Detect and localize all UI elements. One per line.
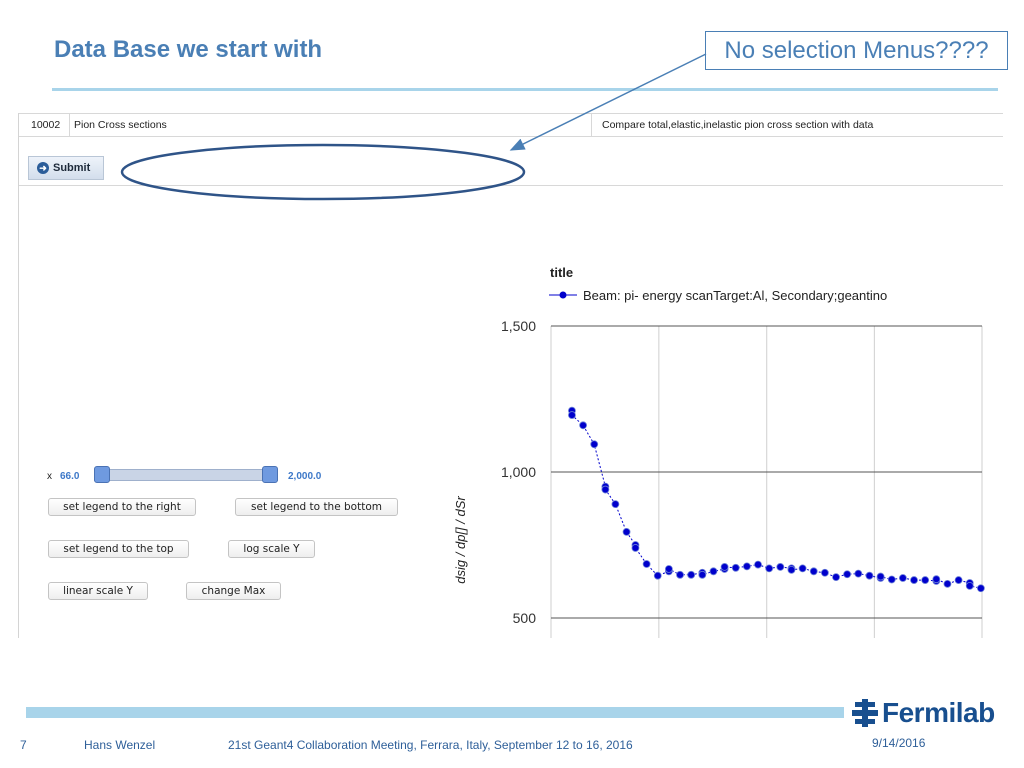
chart-clip-mask <box>540 638 1000 640</box>
data-point <box>887 575 896 584</box>
data-point <box>742 562 751 571</box>
slider-axis-label: x <box>47 471 52 482</box>
change-max-button[interactable]: change Max <box>186 582 281 600</box>
data-point <box>622 527 631 536</box>
data-point <box>932 575 941 584</box>
data-point <box>765 564 774 573</box>
data-point <box>820 568 829 577</box>
data-point <box>709 567 718 576</box>
data-point <box>731 563 740 572</box>
data-point <box>642 560 651 568</box>
data-point <box>954 576 963 584</box>
legend-marker <box>559 291 567 299</box>
y-tick-label: 500 <box>513 610 537 626</box>
brand-name: Fermilab <box>882 697 995 728</box>
data-point <box>843 570 852 579</box>
data-point <box>754 560 762 569</box>
submit-button[interactable]: ➜ Submit <box>28 156 104 180</box>
data-point <box>653 571 662 580</box>
data-point <box>910 576 918 584</box>
data-point <box>854 569 863 578</box>
arrow-right-icon: ➜ <box>37 162 49 174</box>
data-point <box>611 500 620 509</box>
legend-label: Beam: pi- energy scanTarget:Al, Secondar… <box>583 288 887 303</box>
y-tick-label: 1,500 <box>501 318 536 334</box>
y-axis-label: dsig / dp[] / dSr <box>453 496 468 584</box>
legend-bottom-button[interactable]: set legend to the bottom <box>235 498 398 516</box>
slider-max-value: 2,000.0 <box>288 471 322 482</box>
y-tick-label: 1,000 <box>501 464 536 480</box>
data-point <box>664 565 673 573</box>
data-point <box>776 563 785 571</box>
data-point <box>698 570 707 579</box>
footer-date: 9/14/2016 <box>872 736 926 750</box>
series-line <box>571 410 982 589</box>
data-point <box>976 584 985 593</box>
data-point <box>898 574 907 582</box>
data-point <box>568 411 576 419</box>
data-point <box>832 573 840 582</box>
log-scale-button[interactable]: log scale Y <box>228 540 315 558</box>
footer-bar <box>26 707 844 718</box>
fermilab-logo: Fermilab <box>852 697 995 729</box>
slider-min-value: 66.0 <box>60 471 80 482</box>
data-point <box>590 440 599 449</box>
data-point <box>579 421 587 430</box>
slide-title: Data Base we start with <box>54 36 323 63</box>
data-point <box>876 572 885 581</box>
data-point <box>787 565 796 574</box>
slider-low-handle[interactable] <box>94 466 110 483</box>
row-name: Pion Cross sections <box>69 114 167 136</box>
data-point <box>965 582 974 590</box>
cross-section-chart: 1,500 1,000 500 title Beam: pi- energy scanT… <box>453 265 1000 640</box>
legend-top-button[interactable]: set legend to the top <box>48 540 189 558</box>
footer-event: 21st Geant4 Collaboration Meeting, Ferra… <box>228 738 633 752</box>
data-point <box>798 564 807 573</box>
footer-author: Hans Wenzel <box>84 738 156 752</box>
chart-title: title <box>550 265 573 280</box>
data-point <box>809 567 818 576</box>
submit-label: Submit <box>53 162 91 174</box>
data-point <box>943 579 952 588</box>
page-number: 7 <box>20 738 27 752</box>
data-point <box>720 563 729 571</box>
data-point <box>676 570 684 579</box>
callout-box: No selection Menus???? <box>705 31 1008 70</box>
fermilab-icon <box>852 699 878 727</box>
linear-scale-button[interactable]: linear scale Y <box>48 582 148 600</box>
data-point <box>687 570 696 579</box>
legend-right-button[interactable]: set legend to the right <box>48 498 196 516</box>
data-point <box>865 571 874 580</box>
data-point <box>601 485 610 494</box>
slider-high-handle[interactable] <box>262 466 278 483</box>
data-point <box>631 544 640 552</box>
data-point <box>921 576 930 584</box>
row-id: 10002 <box>31 119 61 131</box>
